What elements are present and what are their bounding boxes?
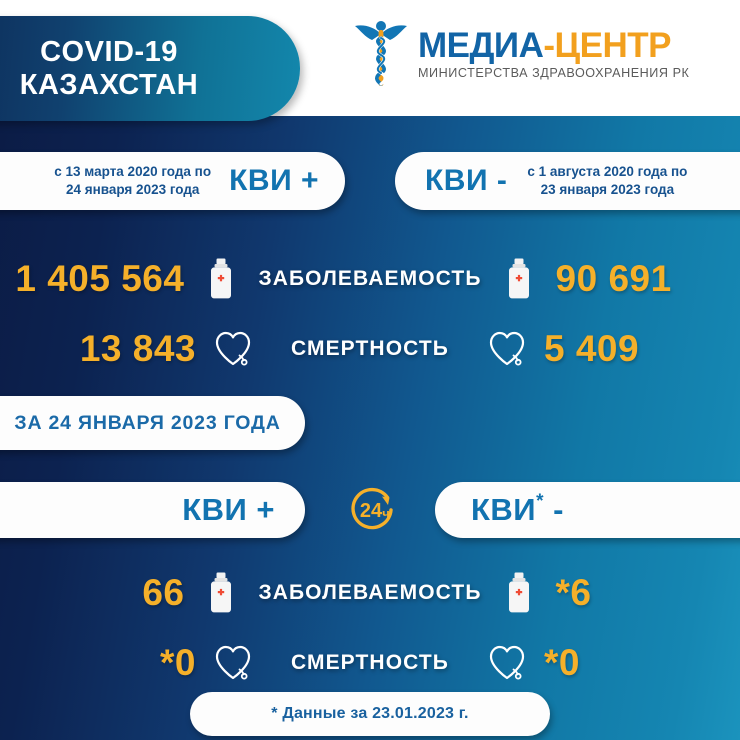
logo-subtitle: МИНИСТЕРСТВА ЗДРАВООХРАНЕНИЯ РК bbox=[418, 66, 690, 81]
medicine-bottle-icon bbox=[508, 572, 529, 613]
icon-slot-right bbox=[470, 329, 544, 369]
medicine-bottle-icon bbox=[211, 572, 232, 613]
daily-mortality-label: СМЕРТНОСТЬ bbox=[290, 651, 449, 674]
cumulative-morbidity-row: 1 405 564 ЗАБОЛЕВАЕМОСТЬ 90 691 bbox=[0, 248, 740, 310]
medicine-bottle-icon bbox=[508, 258, 529, 299]
daily-right-pill: КВИ* - bbox=[435, 482, 740, 538]
caduceus-icon bbox=[355, 21, 407, 86]
icon-slot-left bbox=[184, 258, 258, 300]
logo-wordmark: МЕДИА-ЦЕНТР bbox=[418, 28, 689, 63]
daily-kvi-negative-base: КВИ bbox=[471, 492, 537, 527]
cumulative-left-period-date: с 13 марта 2020 года по 24 января 2023 г… bbox=[54, 163, 211, 199]
icon-slot-left bbox=[196, 329, 270, 369]
daily-morbidity-right-value: *6 bbox=[555, 572, 592, 613]
daily-date-title: ЗА 24 ЯНВАРЯ 2023 ГОДА bbox=[14, 411, 281, 434]
logo-word-center: -ЦЕНТР bbox=[543, 26, 671, 66]
daily-kvi-negative-sign: - bbox=[553, 492, 564, 527]
period-right-line-2: 23 января 2023 года bbox=[540, 182, 675, 197]
daily-kvi-negative-label: КВИ* - bbox=[471, 492, 564, 528]
period-right-line-1: с 1 августа 2020 года по bbox=[527, 163, 688, 179]
period-left-line-1: с 13 марта 2020 года по bbox=[54, 163, 212, 179]
daily-left-pill: КВИ + bbox=[0, 482, 305, 538]
footnote-pill: * Данные за 23.01.2023 г. bbox=[190, 692, 550, 736]
heart-stethoscope-icon bbox=[215, 645, 251, 680]
cumulative-morbidity-label: ЗАБОЛЕВАЕМОСТЬ bbox=[258, 267, 482, 290]
icon-slot-right bbox=[470, 643, 544, 683]
heart-stethoscope-icon bbox=[215, 331, 251, 366]
icon-slot-right bbox=[482, 258, 556, 300]
cumulative-mortality-right-value: 5 409 bbox=[544, 328, 640, 369]
medicine-bottle-icon bbox=[211, 258, 232, 299]
cumulative-right-period-pill: КВИ - с 1 августа 2020 года по 23 января… bbox=[395, 152, 740, 210]
daily-kvi-negative-asterisk: * bbox=[536, 490, 544, 512]
media-center-logo: МЕДИА-ЦЕНТР МИНИСТЕРСТВА ЗДРАВООХРАНЕНИЯ… bbox=[352, 18, 689, 90]
covid-title-line-1: COVID-19 bbox=[40, 36, 178, 69]
footnote-text: * Данные за 23.01.2023 г. bbox=[271, 705, 469, 722]
daily-mortality-right-value: *0 bbox=[544, 642, 580, 683]
cumulative-right-period-date: с 1 августа 2020 года по 23 января 2023 … bbox=[527, 163, 687, 199]
daily-kvi-positive-label: КВИ + bbox=[182, 492, 275, 527]
cumulative-mortality-label: СМЕРТНОСТЬ bbox=[290, 337, 449, 360]
logo-text-block: МЕДИА-ЦЕНТР МИНИСТЕРСТВА ЗДРАВООХРАНЕНИЯ… bbox=[418, 28, 689, 80]
covid-title-badge: COVID-19 КАЗАХСТАН bbox=[0, 16, 300, 121]
cumulative-mortality-left-value: 13 843 bbox=[79, 328, 196, 369]
icon-slot-right bbox=[482, 572, 556, 614]
cumulative-kvi-positive-label: КВИ + bbox=[229, 164, 319, 197]
cumulative-kvi-negative-label: КВИ - bbox=[425, 164, 508, 197]
daily-morbidity-label: ЗАБОЛЕВАЕМОСТЬ bbox=[258, 581, 482, 604]
badge-24-number: 24 bbox=[360, 500, 383, 522]
daily-mortality-row: *0 СМЕРТНОСТЬ *0 bbox=[0, 632, 740, 694]
covid-title-text: COVID-19 КАЗАХСТАН bbox=[20, 36, 199, 101]
cumulative-mortality-row: 13 843 СМЕРТНОСТЬ 5 409 bbox=[0, 318, 740, 380]
heart-stethoscope-icon bbox=[489, 331, 525, 366]
daily-morbidity-left-value: 66 bbox=[142, 572, 185, 613]
icon-slot-left bbox=[196, 643, 270, 683]
daily-mortality-left-value: *0 bbox=[160, 642, 196, 683]
cumulative-morbidity-right-value: 90 691 bbox=[555, 258, 672, 299]
24-hours-refresh-icon: 24 ч bbox=[351, 487, 393, 530]
heart-stethoscope-icon bbox=[489, 645, 525, 680]
daily-morbidity-row: 66 ЗАБОЛЕВАЕМОСТЬ *6 bbox=[0, 562, 740, 624]
daily-date-pill: ЗА 24 ЯНВАРЯ 2023 ГОДА bbox=[0, 396, 305, 450]
badge-24-unit: ч bbox=[382, 506, 390, 521]
period-left-line-2: 24 января 2023 года bbox=[65, 182, 200, 197]
icon-slot-left bbox=[184, 572, 258, 614]
cumulative-morbidity-left-value: 1 405 564 bbox=[15, 258, 185, 299]
cumulative-left-period-pill: с 13 марта 2020 года по 24 января 2023 г… bbox=[0, 152, 345, 210]
covid-title-line-2: КАЗАХСТАН bbox=[19, 68, 199, 101]
logo-word-media: МЕДИА bbox=[418, 26, 544, 66]
